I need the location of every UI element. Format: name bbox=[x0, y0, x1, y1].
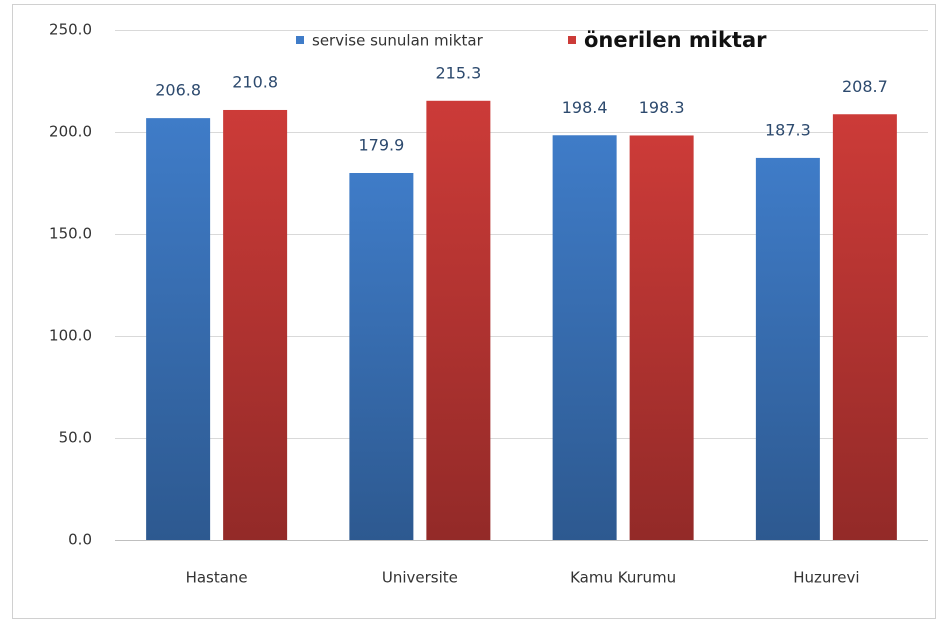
bar bbox=[832, 114, 897, 540]
y-tick-label: 50.0 bbox=[59, 429, 92, 447]
y-tick-label: 150.0 bbox=[49, 225, 92, 243]
bar bbox=[223, 109, 288, 540]
bar bbox=[146, 118, 211, 541]
legend-swatch bbox=[568, 36, 576, 44]
data-label: 198.4 bbox=[562, 98, 608, 117]
x-tick-label: Huzurevi bbox=[793, 569, 859, 587]
x-tick-label: Kamu Kurumu bbox=[570, 569, 676, 587]
data-label: 206.8 bbox=[155, 81, 201, 100]
y-tick-label: 250.0 bbox=[49, 21, 92, 39]
data-label: 187.3 bbox=[765, 120, 811, 139]
legend-label: önerilen miktar bbox=[584, 28, 767, 52]
bar bbox=[629, 135, 694, 540]
bar bbox=[552, 135, 617, 540]
legend-swatch bbox=[296, 36, 304, 44]
data-label: 198.3 bbox=[639, 98, 685, 117]
bar bbox=[349, 173, 414, 540]
data-label: 179.9 bbox=[358, 136, 404, 155]
bar bbox=[755, 157, 820, 540]
data-label: 210.8 bbox=[232, 72, 278, 91]
legend-label: servise sunulan miktar bbox=[312, 32, 484, 50]
bar bbox=[426, 100, 491, 541]
y-tick-label: 0.0 bbox=[68, 531, 92, 549]
x-tick-label: Universite bbox=[382, 569, 458, 587]
data-label: 208.7 bbox=[842, 77, 888, 96]
y-tick-label: 100.0 bbox=[49, 327, 92, 345]
y-tick-label: 200.0 bbox=[49, 123, 92, 141]
data-label: 215.3 bbox=[435, 63, 481, 82]
x-tick-label: Hastane bbox=[186, 569, 248, 587]
